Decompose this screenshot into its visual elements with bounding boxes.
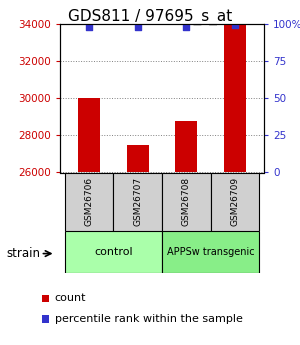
Text: GSM26707: GSM26707 [133,177,142,226]
Bar [211,172,259,231]
Text: control: control [94,247,133,257]
Text: APPSw transgenic: APPSw transgenic [167,247,254,257]
Bar [162,172,211,231]
Text: GSM26709: GSM26709 [230,177,239,226]
Bar [113,172,162,231]
Bar [176,120,197,172]
Bar [127,145,148,172]
Bar [78,98,100,172]
Bar [42,315,49,323]
Point [184,24,189,30]
Text: count: count [55,294,86,303]
Text: percentile rank within the sample: percentile rank within the sample [55,314,242,324]
Point [135,24,140,30]
Bar [42,295,49,302]
Text: GSM26706: GSM26706 [85,177,94,226]
Point [232,22,237,28]
Bar [162,231,259,273]
Text: strain: strain [6,247,40,260]
Bar [65,172,113,231]
Point [87,24,92,30]
Bar [65,231,162,273]
Text: GDS811 / 97695_s_at: GDS811 / 97695_s_at [68,9,232,25]
Bar [224,24,246,172]
Text: GSM26708: GSM26708 [182,177,191,226]
